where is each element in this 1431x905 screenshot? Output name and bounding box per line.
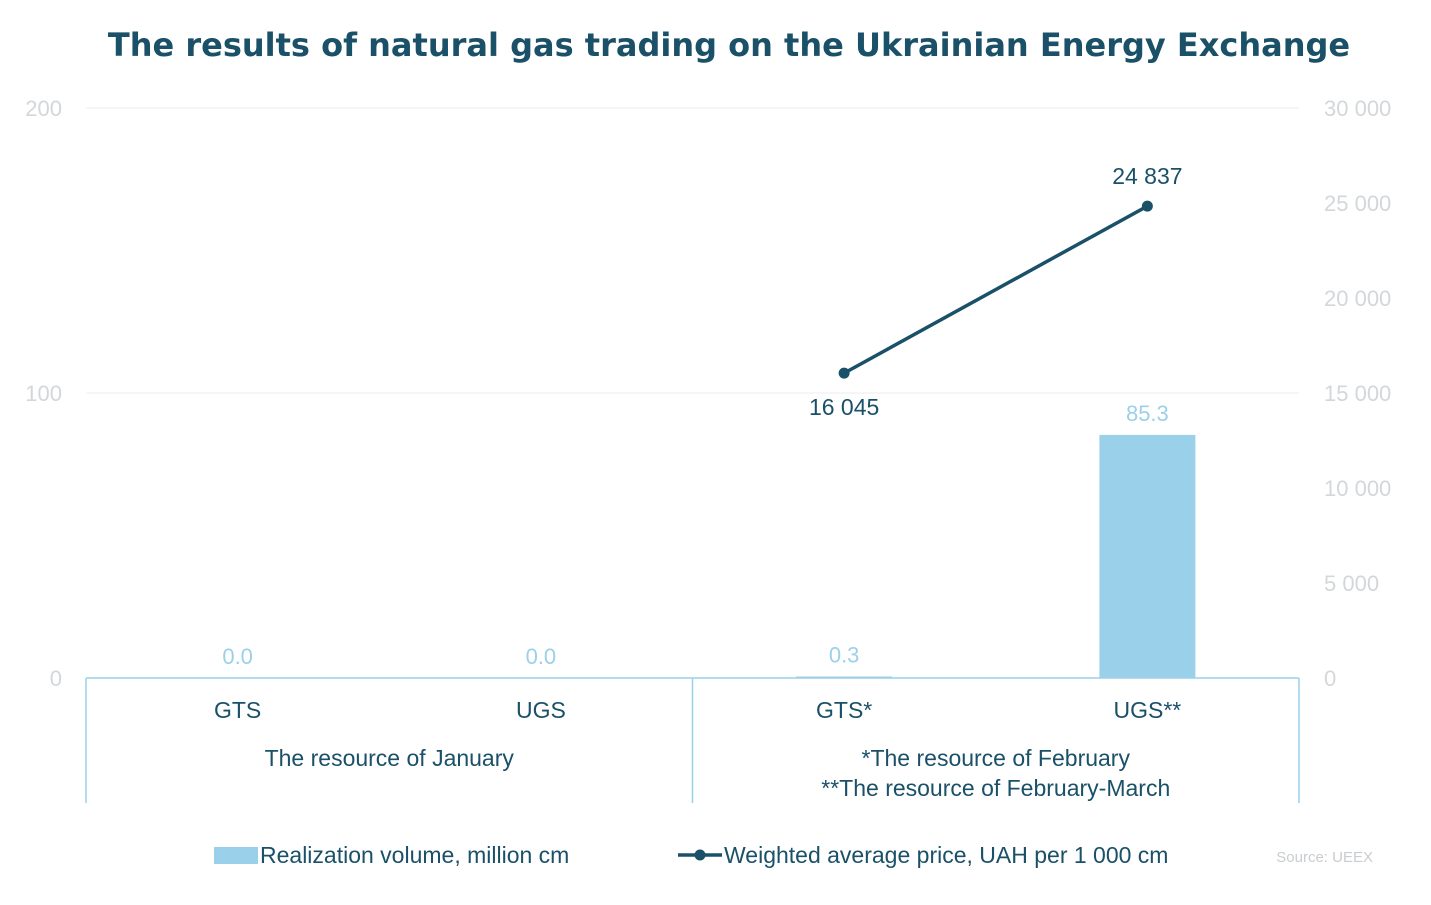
bar-data-label: 0.3 xyxy=(829,643,860,668)
line-series: 16 045 24 837 xyxy=(809,163,1183,420)
legend-swatch-marker xyxy=(694,849,706,861)
right-tick-label: 10 000 xyxy=(1324,476,1391,501)
left-tick-label: 200 xyxy=(25,96,62,121)
legend-label-line: Weighted average price, UAH per 1 000 cm xyxy=(724,842,1168,868)
legend-label-bar: Realization volume, million cm xyxy=(260,842,569,868)
right-tick-label: 30 000 xyxy=(1324,96,1391,121)
legend-swatch-bar xyxy=(214,847,258,864)
line-data-label: 16 045 xyxy=(809,394,879,420)
legend: Realization volume, million cm Weighted a… xyxy=(214,842,1168,868)
category-label: GTS* xyxy=(816,697,872,723)
right-tick-label: 15 000 xyxy=(1324,381,1391,406)
group-label: The resource of January xyxy=(265,745,515,771)
right-tick-label: 0 xyxy=(1324,666,1336,691)
group-label: **The resource of February-March xyxy=(821,775,1170,801)
right-axis: 0 5 000 10 000 15 000 20 000 25 000 30 000 xyxy=(1324,96,1391,691)
line-data-label: 24 837 xyxy=(1112,163,1182,189)
source-note: Source: UEEX xyxy=(1276,849,1373,866)
left-tick-label: 100 xyxy=(25,381,62,406)
line-point xyxy=(1141,200,1153,212)
bar-data-label: 0.0 xyxy=(526,644,557,669)
bar-data-label: 85.3 xyxy=(1126,401,1169,426)
right-tick-label: 25 000 xyxy=(1324,191,1391,216)
chart-title: The results of natural gas trading on th… xyxy=(108,26,1350,64)
bar-series: 0.0 0.0 0.3 85.3 xyxy=(222,401,1196,678)
line-point xyxy=(838,367,850,379)
bar-data-label: 0.0 xyxy=(222,644,253,669)
category-axis: GTS UGS GTS* UGS** The resource of January *T… xyxy=(85,677,1300,803)
category-label: UGS xyxy=(516,697,566,723)
group-label: *The resource of February xyxy=(862,745,1131,771)
bar xyxy=(1099,434,1196,678)
category-label: GTS xyxy=(214,697,261,723)
price-line xyxy=(843,204,1149,375)
category-label: UGS** xyxy=(1114,697,1182,723)
gridlines xyxy=(86,107,1299,394)
left-axis: 0 100 200 xyxy=(25,96,62,691)
right-tick-label: 20 000 xyxy=(1324,286,1391,311)
left-tick-label: 0 xyxy=(50,666,62,691)
right-tick-label: 5 000 xyxy=(1324,571,1379,596)
